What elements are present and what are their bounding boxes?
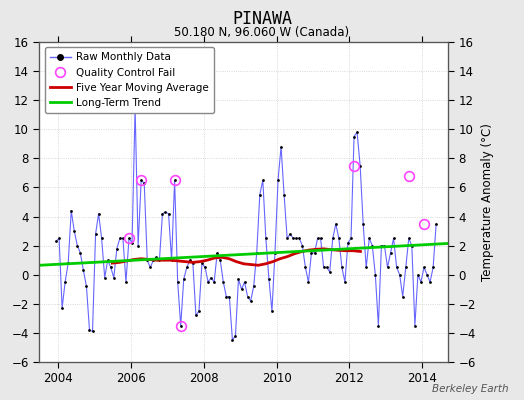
- Text: PINAWA: PINAWA: [232, 10, 292, 28]
- Y-axis label: Temperature Anomaly (°C): Temperature Anomaly (°C): [482, 123, 494, 281]
- Text: 50.180 N, 96.060 W (Canada): 50.180 N, 96.060 W (Canada): [174, 26, 350, 39]
- Legend: Raw Monthly Data, Quality Control Fail, Five Year Moving Average, Long-Term Tren: Raw Monthly Data, Quality Control Fail, …: [45, 47, 214, 113]
- Text: Berkeley Earth: Berkeley Earth: [432, 384, 508, 394]
